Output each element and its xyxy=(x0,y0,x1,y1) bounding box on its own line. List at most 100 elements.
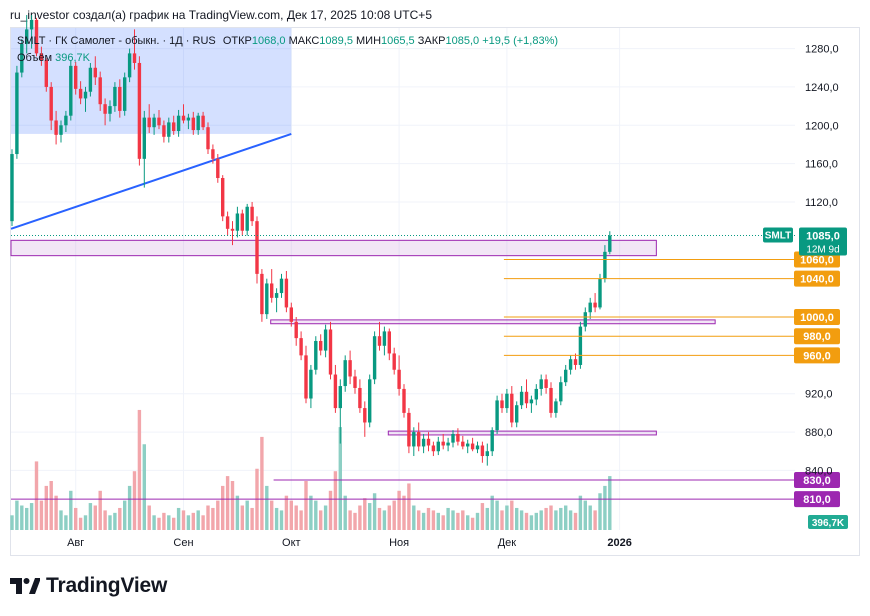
volume-bar xyxy=(466,515,470,530)
candle-body xyxy=(181,115,186,121)
tradingview-logo[interactable]: TradingView xyxy=(10,574,167,598)
candle-body xyxy=(534,388,538,400)
volume-legend[interactable]: Объём 396,7K xyxy=(17,52,90,64)
candle-body xyxy=(39,53,44,61)
volume-bar xyxy=(402,495,406,530)
candle-body xyxy=(299,338,303,356)
volume-bar xyxy=(368,503,372,530)
symbol-legend[interactable]: SMLT · ГК Самолет - обыкн. · 1Д · RUS ОТ… xyxy=(17,35,558,47)
volume-bar xyxy=(544,507,548,530)
candle-body xyxy=(363,408,367,423)
time-tick-label: Сен xyxy=(173,537,193,549)
volume-bar xyxy=(118,507,122,530)
candle-body xyxy=(34,19,39,54)
volume-bar xyxy=(152,515,156,530)
candle-body xyxy=(524,391,529,404)
candle-body xyxy=(446,442,450,446)
volume-bar xyxy=(167,515,171,530)
candle-body xyxy=(377,336,382,346)
volume-bar xyxy=(343,495,347,530)
volume-bar xyxy=(265,485,269,530)
candle-body xyxy=(412,432,416,447)
volume-bar xyxy=(299,510,303,530)
candle-body xyxy=(343,360,347,387)
candle-body xyxy=(211,149,215,159)
time-tick-label: 2026 xyxy=(607,537,631,549)
price-tick-label: 1120,0 xyxy=(805,197,838,209)
volume-bar xyxy=(196,510,200,530)
candle-body xyxy=(270,283,274,298)
candle-body xyxy=(475,445,480,450)
candle-body xyxy=(544,379,548,388)
candle-body xyxy=(426,438,431,446)
candle-body xyxy=(510,393,514,423)
candle-body xyxy=(255,221,259,274)
price-tick-label: 1160,0 xyxy=(805,159,838,171)
volume-bar xyxy=(240,505,244,530)
symbol-title[interactable]: SMLT · ГК Самолет - обыкн. · 1Д · RUS xyxy=(17,35,216,47)
volume-bar xyxy=(588,505,592,530)
close-label: ЗАКР xyxy=(417,35,446,47)
volume-bar xyxy=(554,510,558,530)
level-label: 1000,0 xyxy=(800,312,834,324)
candle-body xyxy=(78,88,83,99)
volume-bar xyxy=(358,505,362,530)
volume-bars xyxy=(10,409,612,530)
volume-bar xyxy=(10,515,14,530)
volume-bar xyxy=(98,490,102,530)
volume-bar xyxy=(446,507,450,530)
open-label: ОТКР xyxy=(222,35,252,47)
volume-bar xyxy=(284,495,289,530)
candle-body xyxy=(500,400,504,409)
volume-label-bg xyxy=(808,515,848,529)
candle-body xyxy=(250,206,254,222)
candle-body xyxy=(289,307,293,322)
zone-rect xyxy=(387,430,657,436)
volume-bar xyxy=(59,510,63,530)
volume-bar xyxy=(54,495,58,530)
candle-body xyxy=(441,441,445,446)
volume-bar xyxy=(475,512,480,530)
candle-body xyxy=(49,86,53,121)
level-label: 980,0 xyxy=(803,331,831,343)
volume-bar xyxy=(417,510,421,530)
volume-bar xyxy=(211,507,215,530)
volume-bar xyxy=(510,500,514,530)
candle-body xyxy=(539,379,543,389)
volume-bar xyxy=(206,505,210,530)
volume-bar xyxy=(593,510,597,530)
candle-body xyxy=(559,382,563,402)
open-value: 1068,0 xyxy=(251,35,286,47)
candle-body xyxy=(88,67,93,92)
volume-value: 396,7K xyxy=(55,52,90,64)
time-tick-label: Авг xyxy=(67,537,84,549)
candle-body xyxy=(221,178,225,217)
volume-bar xyxy=(108,515,112,530)
candle-body xyxy=(98,77,102,105)
volume-bar xyxy=(485,507,489,530)
candle-body xyxy=(304,355,308,399)
candle-body xyxy=(10,154,14,222)
volume-label: Объём xyxy=(17,52,53,64)
chart-caption: ru_investor создал(а) график на TradingV… xyxy=(10,8,432,22)
volume-bar xyxy=(573,512,578,530)
candle-body xyxy=(564,369,568,383)
candle-body xyxy=(294,321,298,339)
volume-bar xyxy=(250,507,254,530)
volume-bar xyxy=(74,507,78,530)
candle-body xyxy=(588,302,592,313)
volume-bar xyxy=(412,505,416,530)
candle-body xyxy=(15,72,19,155)
candle-body xyxy=(172,122,176,132)
volume-bar xyxy=(39,500,44,530)
volume-bar xyxy=(216,500,220,530)
candle-body xyxy=(568,359,573,370)
volume-bar xyxy=(372,493,377,530)
level-label-bg xyxy=(794,347,840,364)
candle-body xyxy=(196,115,200,131)
candle-body xyxy=(470,443,475,450)
price-tick-label: 1200,0 xyxy=(805,120,839,132)
change-value: +19,5 (+1,83%) xyxy=(482,35,559,47)
volume-bar xyxy=(132,471,137,530)
